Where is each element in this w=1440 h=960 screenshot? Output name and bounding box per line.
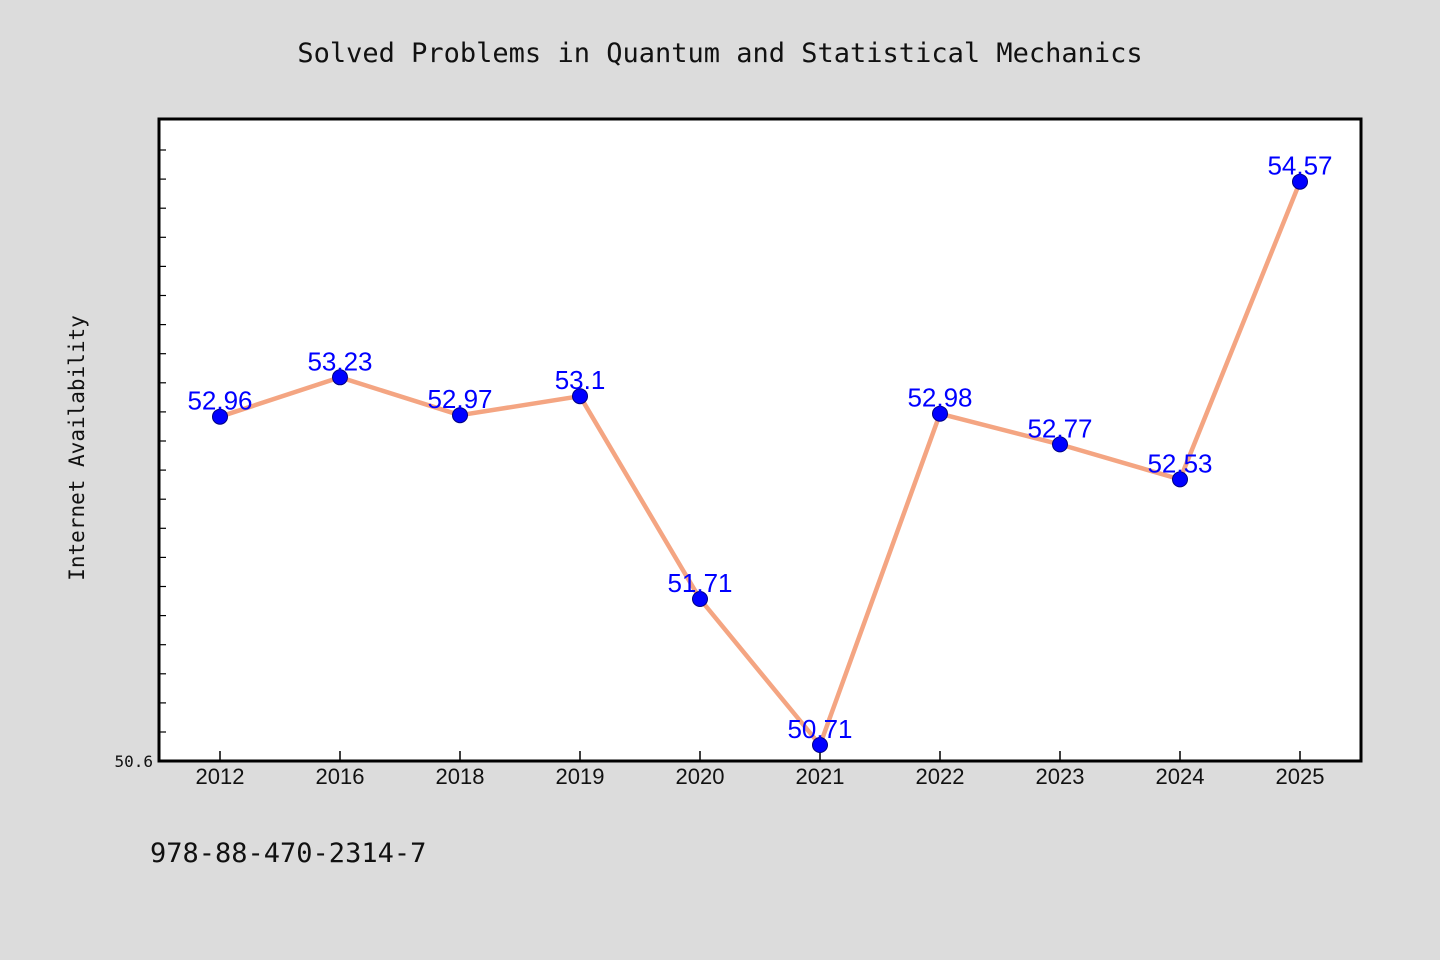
chart-title: Solved Problems in Quantum and Statistic… xyxy=(297,38,1142,69)
data-point xyxy=(572,388,588,405)
data-point xyxy=(692,591,708,607)
x-tick-label: 2022 xyxy=(916,764,965,789)
series-line xyxy=(217,179,1303,748)
plot-area xyxy=(157,117,1363,763)
data-points xyxy=(212,173,1308,753)
data-labels: 52.96 53.23 52.97 53.1 51.71 50.71 52.98 52.77 5… xyxy=(187,151,1332,744)
data-label: 52.96 xyxy=(187,386,252,416)
data-label: 52.77 xyxy=(1027,413,1092,443)
x-tick-label: 2018 xyxy=(436,764,485,789)
x-tick-label: 2012 xyxy=(196,764,245,789)
y-axis-minor-ticks xyxy=(159,149,166,733)
x-tick-label: 2016 xyxy=(316,764,365,789)
x-tick-label: 2024 xyxy=(1156,764,1205,789)
data-point xyxy=(1292,173,1308,190)
x-tick-label: 2020 xyxy=(676,764,725,789)
data-point xyxy=(212,408,228,425)
data-label: 52.53 xyxy=(1147,448,1212,478)
x-tick-label: 2019 xyxy=(556,764,605,789)
x-tick-label: 2025 xyxy=(1276,764,1325,789)
data-label: 51.71 xyxy=(667,568,732,598)
data-point xyxy=(1052,436,1068,453)
data-point xyxy=(932,405,948,422)
data-label: 52.98 xyxy=(907,383,972,413)
x-axis-ticks: 2012 2016 2018 2019 2020 2021 2022 2023 2024 2025 xyxy=(196,751,1325,789)
data-label: 50.71 xyxy=(787,714,852,744)
data-label: 53.23 xyxy=(307,346,372,376)
x-tick-label: 2023 xyxy=(1036,764,1085,789)
y-axis-label: Internet Availability xyxy=(65,315,89,581)
data-point xyxy=(1172,471,1188,488)
data-point xyxy=(332,369,348,386)
x-tick-label: 2021 xyxy=(796,764,845,789)
data-label: 54.57 xyxy=(1267,151,1332,181)
y-tick-label: 50.6 xyxy=(114,752,153,771)
data-point xyxy=(812,737,828,753)
series-line-group xyxy=(217,179,1303,748)
data-label: 53.1 xyxy=(555,365,606,395)
data-label: 52.97 xyxy=(427,384,492,414)
data-point xyxy=(452,407,468,424)
isbn-text: 978-88-470-2314-7 xyxy=(150,838,426,869)
